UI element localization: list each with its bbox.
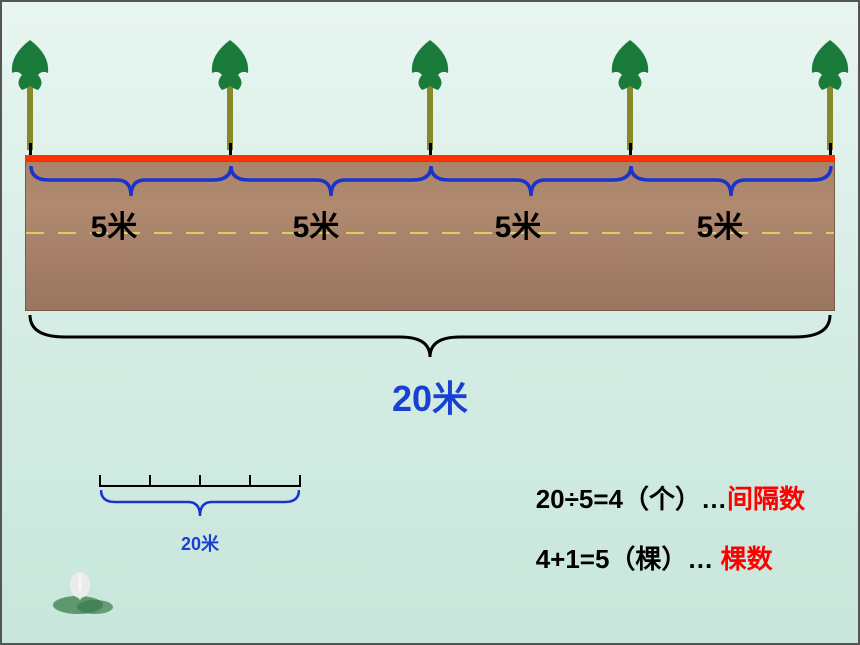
tick-mark <box>429 143 432 155</box>
formula-line-2: 4+1=5（棵）… 棵数 <box>536 530 805 590</box>
tree-icon <box>400 35 460 155</box>
tick-mark <box>829 143 832 155</box>
segment-distance-label: 5米 <box>91 202 138 246</box>
tree-icon <box>800 35 860 155</box>
tree-icon <box>0 35 60 155</box>
main-diagram: 5米 5米 5米 5米 <box>25 30 835 311</box>
lotus-icon <box>50 565 120 620</box>
tick-row <box>25 143 835 155</box>
formula-line-1: 20÷5=4（个）…间隔数 <box>536 470 805 530</box>
formula2-highlight: 棵数 <box>721 544 773 574</box>
formula1-expression: 20÷5=4（个）… <box>536 484 727 514</box>
tree-icon <box>200 35 260 155</box>
tick-mark <box>29 143 32 155</box>
tree-icon <box>600 35 660 155</box>
tree-row <box>25 30 835 155</box>
mini-tick <box>99 475 101 487</box>
road-strip: 5米 5米 5米 5米 <box>25 161 835 311</box>
segment-distance-label: 5米 <box>293 202 340 246</box>
tick-mark <box>629 143 632 155</box>
mini-tick <box>299 475 301 487</box>
mini-tick <box>249 475 251 487</box>
formula1-highlight: 间隔数 <box>727 484 805 514</box>
mini-distance-label: 20米 <box>100 530 300 556</box>
tick-mark <box>229 143 232 155</box>
mini-tick <box>149 475 151 487</box>
segment-distance-label: 5米 <box>697 202 744 246</box>
total-distance-label: 20米 <box>0 370 860 422</box>
formula2-expression: 4+1=5（棵）… <box>536 544 721 574</box>
formula-block: 20÷5=4（个）…间隔数 4+1=5（棵）… 棵数 <box>536 470 805 590</box>
mini-diagram: 20米 <box>100 475 300 575</box>
mini-tick <box>199 475 201 487</box>
segment-distance-label: 5米 <box>495 202 542 246</box>
